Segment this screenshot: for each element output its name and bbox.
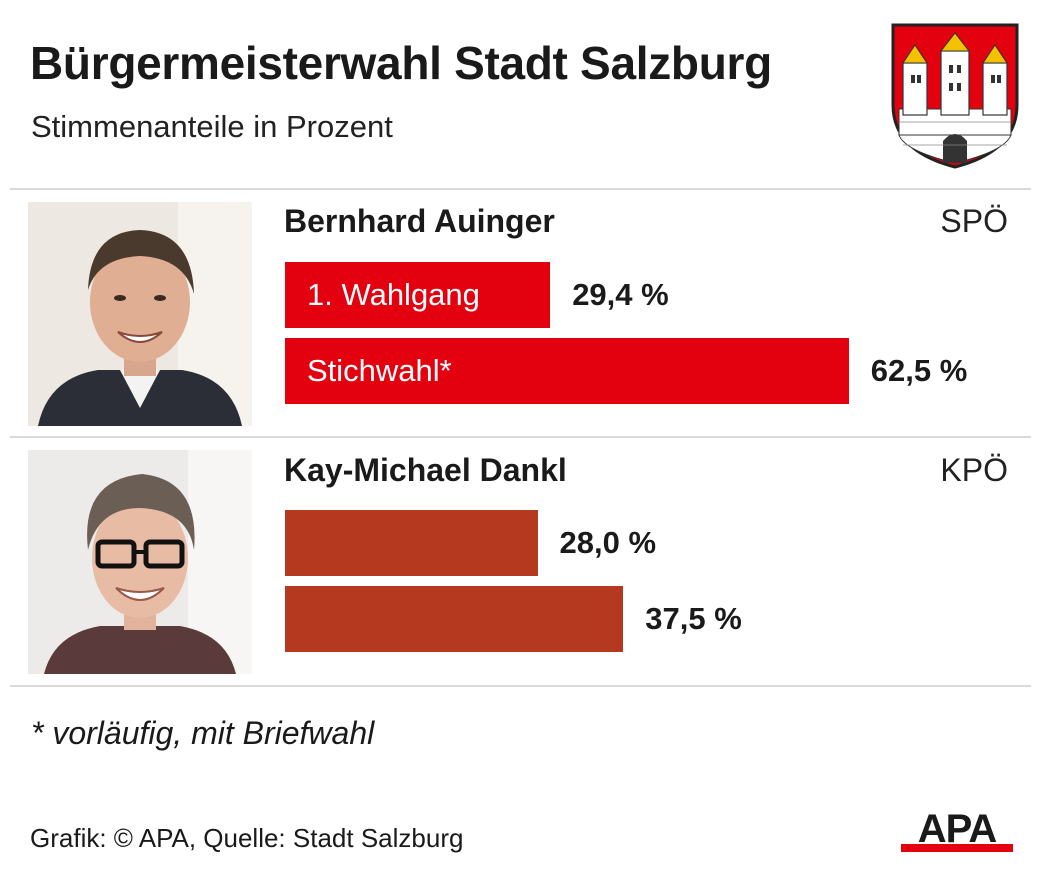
candidate-party: KPÖ [940,452,1008,488]
bar-auinger-stichwahl: Stichwahl* [285,338,849,404]
svg-text:APA: APA [918,807,997,851]
candidate-photo-auinger [28,202,252,426]
divider-top [10,188,1031,190]
source-credit: Grafik: © APA, Quelle: Stadt Salzburg [30,823,464,853]
data-label: 29,4 % [572,277,669,312]
bar-label: Stichwahl* [307,353,452,388]
bar-dankl-stichwahl [285,586,624,652]
data-label: 62,5 % [870,353,968,388]
bar-auinger-wahlgang: 1. Wahlgang [285,262,551,328]
candidate-party: SPÖ [940,203,1008,239]
candidate-name: Bernhard Auinger [284,203,555,239]
apa-logo: APA [901,807,1013,852]
candidate-name: Kay-Michael Dankl [284,452,567,488]
bar-label: 1. Wahlgang [307,277,480,312]
chart-title: Bürgermeisterwahl Stadt Salzburg [30,37,772,89]
candidate-photo-dankl [28,450,252,674]
chart-subtitle: Stimmenanteile in Prozent [31,109,393,144]
salzburg-coat-of-arms-icon [891,23,1019,169]
divider-bottom [10,685,1031,687]
footnote: * vorläufig, mit Briefwahl [31,715,375,751]
divider-middle [10,436,1031,438]
data-label: 37,5 % [645,601,742,636]
bar-dankl-wahlgang [285,510,538,576]
data-label: 28,0 % [559,525,657,560]
